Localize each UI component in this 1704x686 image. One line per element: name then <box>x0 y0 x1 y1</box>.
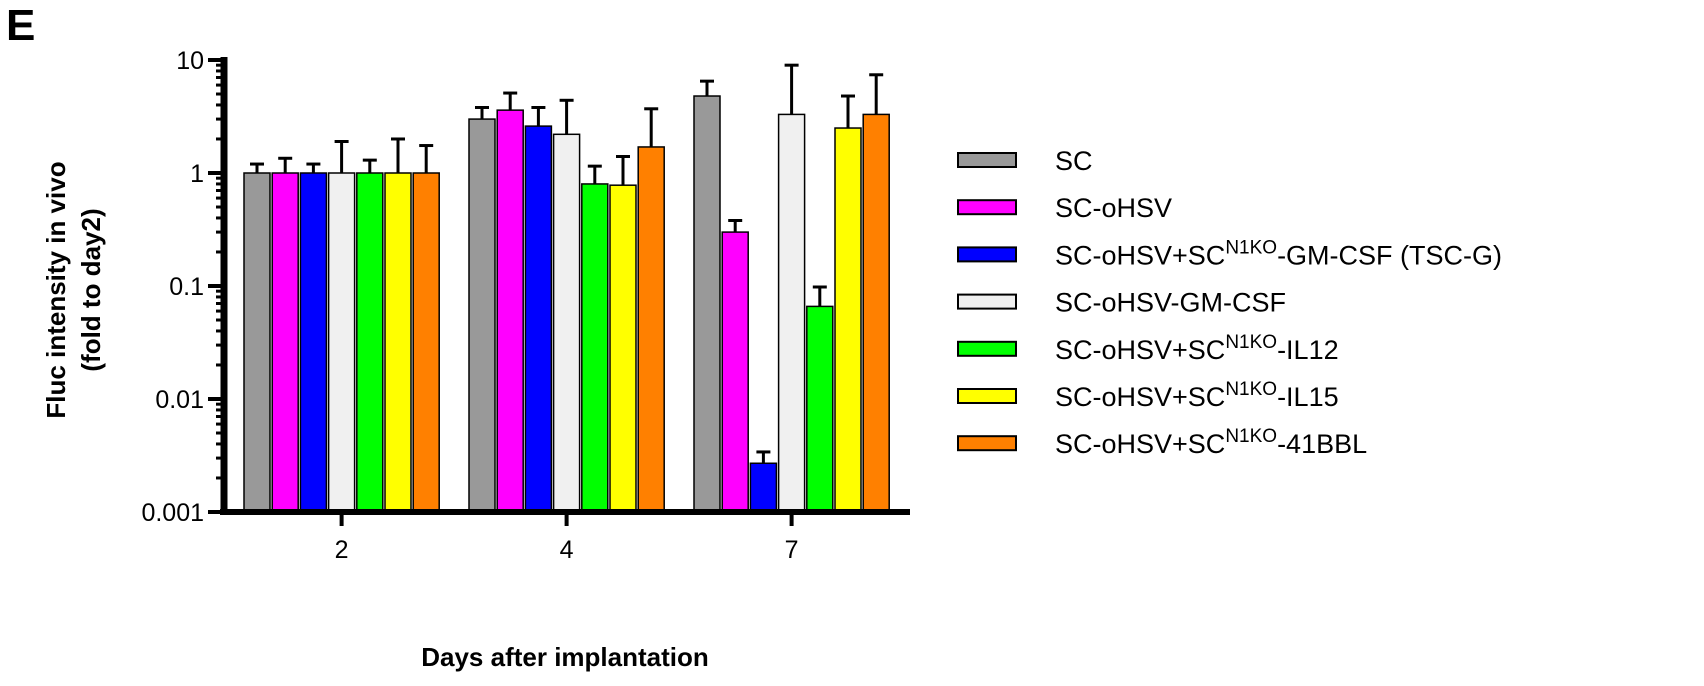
x-tick-label: 2 <box>335 536 349 564</box>
bar-sc-ohsv-sc-4-day-7 <box>806 305 834 513</box>
legend-swatch <box>957 152 1017 168</box>
legend-label: SC-oHSV <box>1055 193 1172 223</box>
legend-swatch <box>957 340 1017 357</box>
bar-sc-ohsv-sc-6-day-7 <box>862 113 890 513</box>
bar-sc-ohsv-sc-5-day-7 <box>834 127 862 513</box>
y-tick-label: 1 <box>190 160 204 188</box>
legend-label: SC-oHSV+SCN1KO-GM-CSF (TSC-G) <box>1055 237 1502 270</box>
legend-swatch <box>957 435 1017 452</box>
bar-sc-ohsv-sc-4-day-4 <box>581 183 609 513</box>
bar-sc-ohsv-1-day-7 <box>721 231 749 513</box>
legend-label: SC-oHSV+SCN1KO-IL12 <box>1055 332 1339 365</box>
y-tick-label: 0.1 <box>169 273 204 301</box>
plot-area <box>243 63 890 513</box>
y-axis: 10 1 0.1 0.01 0.001 <box>141 47 228 527</box>
bar-sc-ohsv-sc-2-day-2 <box>299 172 328 513</box>
legend-label: SC <box>1055 146 1093 176</box>
bar-sc-ohsv-1-day-2 <box>271 172 299 513</box>
x-axis: 2 4 7 <box>220 509 910 564</box>
legend-label: SC-oHSV-GM-CSF <box>1055 288 1286 318</box>
bar-sc-ohsv-sc-2-day-7 <box>749 462 778 513</box>
x-axis-title: Days after implantation <box>421 642 709 672</box>
bar-sc-ohsv-gm-csf-3-day-4 <box>552 133 581 513</box>
legend: SC SC-oHSV SC-oHSV+SCN1KO-GM-CSF (TSC-G) SC… <box>957 146 1502 459</box>
bar-sc-ohsv-gm-csf-3-day-2 <box>327 172 356 513</box>
y-tick-label: 0.001 <box>141 499 204 527</box>
y-axis-title-line-2: (fold to day2) <box>76 208 106 371</box>
legend-swatch <box>957 388 1017 404</box>
bar-sc-ohsv-gm-csf-3-day-7 <box>777 113 806 513</box>
bar-sc-ohsv-1-day-4 <box>496 109 524 513</box>
bar-sc-ohsv-sc-4-day-2 <box>356 172 384 513</box>
x-tick-label: 7 <box>785 536 799 564</box>
bar-sc-0-day-2 <box>243 172 271 513</box>
y-tick-label: 10 <box>176 47 204 75</box>
bar-sc-ohsv-sc-5-day-2 <box>384 172 412 513</box>
legend-label: SC-oHSV+SCN1KO-IL15 <box>1055 379 1339 412</box>
legend-swatch <box>957 293 1017 310</box>
bar-sc-ohsv-sc-6-day-4 <box>637 146 665 513</box>
legend-swatch <box>957 246 1017 263</box>
bar-sc-0-day-4 <box>468 118 496 513</box>
bar-sc-ohsv-sc-2-day-4 <box>524 125 553 513</box>
x-tick-label: 4 <box>560 536 574 564</box>
bar-sc-0-day-7 <box>693 95 721 513</box>
legend-swatch <box>957 199 1017 216</box>
y-axis-title-line-1: Fluc intensity in vivo <box>41 161 71 418</box>
y-tick-label: 0.01 <box>155 386 204 414</box>
legend-label: SC-oHSV+SCN1KO-41BBL <box>1055 426 1367 459</box>
panel-label: E <box>6 1 35 50</box>
bar-sc-ohsv-sc-6-day-2 <box>412 172 440 513</box>
bar-sc-ohsv-sc-5-day-4 <box>609 184 637 513</box>
